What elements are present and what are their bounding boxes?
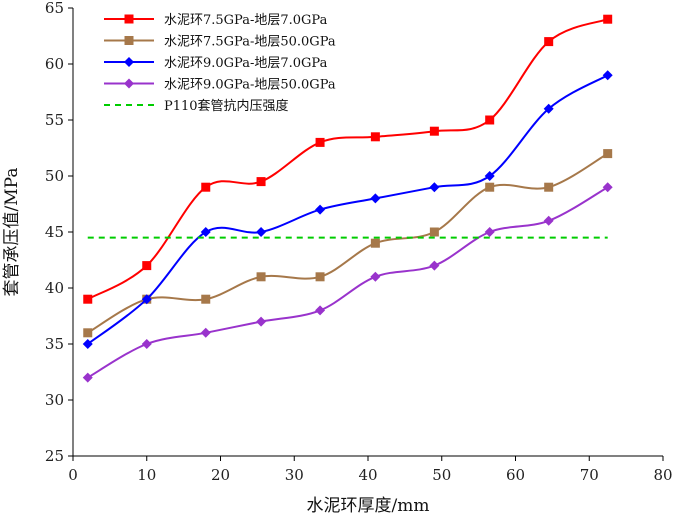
data-point (485, 182, 495, 192)
data-point (256, 316, 267, 327)
x-tick-label: 0 (68, 466, 78, 484)
legend-label: 水泥环7.5GPa-地层7.0GPa (164, 13, 328, 28)
x-tick-label: 30 (285, 466, 304, 484)
x-tick-label: 40 (358, 466, 377, 484)
data-point (370, 132, 380, 142)
x-tick-label: 50 (432, 466, 451, 484)
y-tick-label: 25 (45, 447, 64, 465)
legend-item: 水泥环7.5GPa-地层50.0GPa (104, 35, 336, 50)
series-2 (83, 149, 613, 338)
legend-label: 水泥环9.0GPa-地层50.0GPa (164, 78, 336, 93)
series-line (87, 186, 609, 379)
series-line (87, 18, 609, 301)
data-point (429, 260, 440, 271)
y-tick-label: 35 (45, 335, 64, 353)
x-tick-label: 10 (137, 466, 156, 484)
legend-item: 水泥环9.0GPa-地层7.0GPa (104, 56, 328, 71)
legend-label: 水泥环9.0GPa-地层7.0GPa (164, 56, 328, 71)
y-tick-label: 30 (45, 391, 64, 409)
x-axis-label: 水泥环厚度/mm (307, 496, 430, 516)
y-tick-label: 45 (45, 223, 64, 241)
data-point (83, 328, 93, 338)
data-point (315, 305, 326, 316)
data-point (141, 339, 152, 349)
data-point (429, 182, 440, 193)
y-tick-label: 40 (45, 279, 64, 297)
x-tick-label: 20 (211, 466, 230, 484)
data-point (603, 14, 613, 24)
legend-label: 水泥环7.5GPa-地层50.0GPa (164, 35, 336, 50)
data-point (602, 70, 613, 81)
data-point (485, 115, 495, 125)
data-point (142, 261, 152, 271)
data-point (141, 294, 152, 305)
data-point (83, 294, 93, 304)
x-tick-label: 60 (506, 466, 525, 484)
y-tick-label: 50 (45, 167, 64, 185)
legend-item: 水泥环7.5GPa-地层7.0GPa (104, 13, 328, 28)
data-point (543, 103, 554, 114)
legend-item: P110套管抗内压强度 (104, 98, 289, 114)
legend-marker (124, 36, 134, 45)
series-1 (83, 14, 613, 304)
y-tick-label: 55 (45, 111, 64, 129)
data-point (82, 372, 93, 383)
legend-marker (124, 57, 134, 67)
data-point (484, 171, 495, 181)
data-point (200, 327, 211, 338)
data-point (82, 339, 93, 349)
x-tick-label: 70 (580, 466, 599, 484)
series-3 (82, 70, 613, 349)
data-point (315, 137, 325, 147)
legend-marker (124, 78, 134, 89)
data-point (256, 227, 267, 237)
x-tick-label: 80 (653, 466, 672, 484)
y-axis-label: 套管承压值/MPa (2, 168, 22, 297)
axes (72, 8, 663, 457)
data-point (429, 227, 439, 237)
y-tick-label: 65 (45, 0, 64, 17)
data-point (256, 272, 266, 282)
data-point (370, 238, 380, 248)
data-point (544, 182, 554, 192)
data-point (201, 182, 211, 192)
data-point (315, 272, 325, 282)
legend-label: P110套管抗内压强度 (164, 98, 289, 114)
data-point (429, 126, 439, 136)
series-layer (82, 14, 613, 383)
data-point (315, 204, 326, 215)
data-point (543, 215, 554, 226)
legend: 水泥环7.5GPa-地层7.0GPa 水泥环7.5GPa-地层50.0GPa 水泥环… (104, 13, 336, 114)
data-point (201, 294, 211, 304)
data-point (603, 149, 613, 159)
series-4 (82, 182, 613, 383)
series-line (87, 152, 609, 334)
data-point (370, 193, 381, 204)
legend-item: 水泥环9.0GPa-地层50.0GPa (104, 78, 336, 93)
y-tick-label: 60 (45, 55, 64, 73)
data-point (484, 227, 495, 237)
data-point (602, 182, 613, 193)
legend-marker (124, 14, 134, 24)
series-line (87, 74, 609, 345)
data-point (544, 37, 554, 47)
data-point (256, 177, 266, 187)
data-point (370, 271, 381, 282)
ticks: 25 30 35 40 45 50 55 60 65 0 10 20 30 40 50 60 70 80 (45, 0, 673, 484)
data-point (200, 227, 211, 237)
